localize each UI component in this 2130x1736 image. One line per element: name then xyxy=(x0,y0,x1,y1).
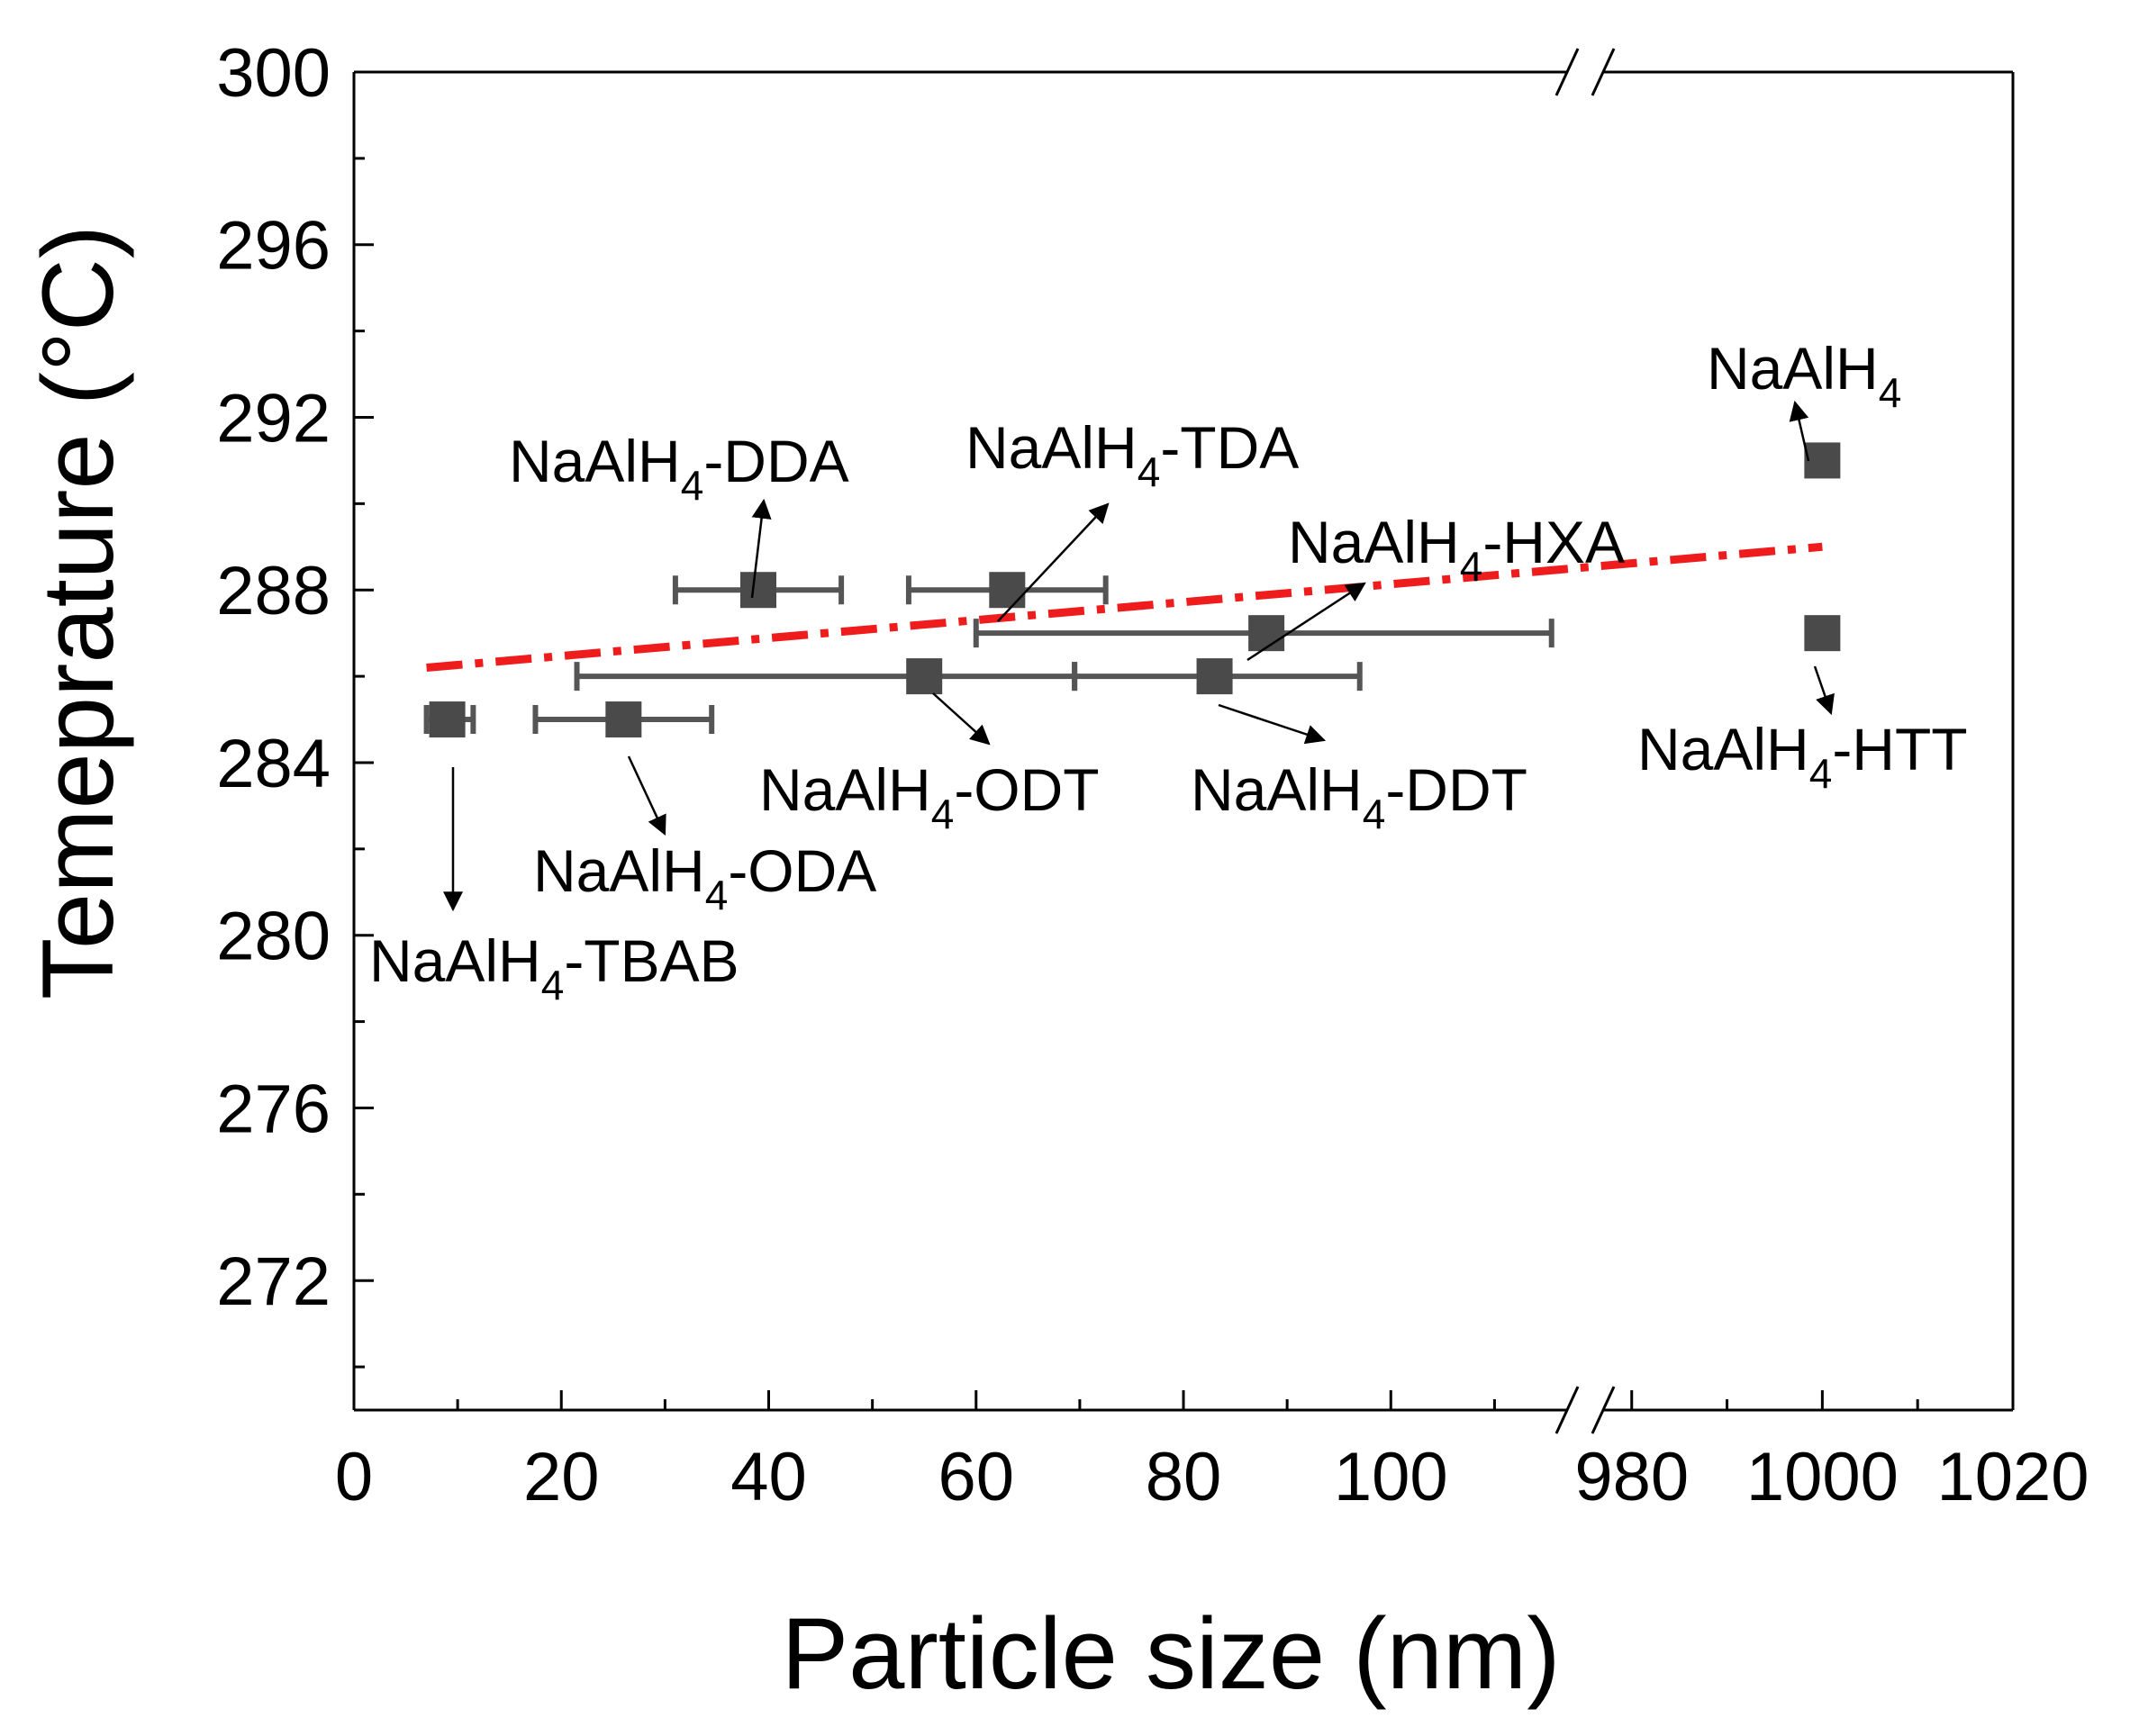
annotation-arrow xyxy=(1246,582,1366,662)
data-point xyxy=(1196,658,1233,695)
x-tick-label: 1020 xyxy=(1936,1439,2089,1515)
x-tick-label: 980 xyxy=(1574,1439,1689,1515)
annotation-arrow xyxy=(997,502,1110,622)
y-tick-label: 284 xyxy=(216,726,331,802)
annotation-label-suffix: -HXA xyxy=(1482,509,1625,575)
annotation-label-subscript: 4 xyxy=(1460,543,1483,590)
x-tick-label: 20 xyxy=(523,1439,600,1515)
annotation-arrow xyxy=(1789,400,1810,462)
annotation-arrow xyxy=(1813,665,1835,716)
annotation-label-main: NaAlH xyxy=(369,927,541,994)
data-point xyxy=(740,572,776,609)
annotation-label-subscript: 4 xyxy=(931,791,955,837)
x-tick-label: 60 xyxy=(938,1439,1014,1515)
y-tick-label: 272 xyxy=(216,1243,331,1320)
annotation-label-subscript: 4 xyxy=(1879,369,1902,416)
annotation-label: NaAlH4-DDT xyxy=(1191,756,1527,837)
annotation-label-main: NaAlH xyxy=(1707,335,1879,402)
annotation-arrow xyxy=(1218,703,1327,745)
annotation-label-suffix: -DDA xyxy=(703,428,848,494)
annotation-label-main: NaAlH xyxy=(759,756,931,823)
y-tick-label: 296 xyxy=(216,208,331,285)
axis-break-mark xyxy=(1591,48,1616,96)
annotation-label-subscript: 4 xyxy=(681,462,704,509)
data-points xyxy=(429,442,1841,738)
y-tick-label: 292 xyxy=(216,380,331,457)
y-tick-label: 276 xyxy=(216,1071,331,1147)
data-point xyxy=(906,658,943,695)
data-point xyxy=(429,701,466,738)
annotation-label: NaAlH4-ODA xyxy=(533,837,876,918)
y-tick-label: 280 xyxy=(216,899,331,975)
annotation-label: NaAlH4-TBAB xyxy=(369,927,739,1008)
y-tick-label: 300 xyxy=(216,35,331,112)
annotation-arrow xyxy=(932,692,991,746)
annotation-label-main: NaAlH xyxy=(1637,716,1809,782)
axis-break-mark xyxy=(1591,1386,1616,1434)
data-point xyxy=(605,701,642,738)
annotation-arrow xyxy=(750,498,772,599)
axis-break-mark xyxy=(1554,48,1580,96)
annotation-arrow xyxy=(627,755,666,836)
x-tick-label: 1000 xyxy=(1746,1439,1899,1515)
x-axis: 0 20 40 60 80 100 980 1000 1020 xyxy=(335,1390,2089,1515)
annotation-label-suffix: -ODA xyxy=(728,837,876,904)
data-point xyxy=(1804,615,1841,652)
annotation-label-suffix: -ODT xyxy=(954,756,1099,823)
x-tick-label: 40 xyxy=(730,1439,807,1515)
annotation-label: NaAlH4-HXA xyxy=(1288,509,1625,590)
y-axis: 272 276 280 284 288 292 296 300 xyxy=(216,35,374,1369)
data-point xyxy=(1804,442,1841,479)
annotation-label: NaAlH4-HTT xyxy=(1637,716,1968,797)
axis-break-mark xyxy=(1554,1386,1580,1434)
annotation-label-suffix: -DDT xyxy=(1385,756,1527,823)
annotation-label-main: NaAlH xyxy=(965,414,1138,481)
plot-frame xyxy=(352,48,2015,1434)
x-axis-title: Particle size (nm) xyxy=(781,1597,1560,1710)
data-point xyxy=(1248,615,1285,652)
annotation-label: NaAlH4-ODT xyxy=(759,756,1100,837)
x-tick-label: 80 xyxy=(1146,1439,1222,1515)
annotation-label-main: NaAlH xyxy=(533,837,705,904)
annotation-label-main: NaAlH xyxy=(509,428,681,494)
annotation-label-suffix: -HTT xyxy=(1832,716,1967,782)
annotation-label: NaAlH4-DDA xyxy=(509,428,849,509)
annotation-label-main: NaAlH xyxy=(1288,509,1460,575)
trend-line xyxy=(426,542,1823,672)
data-point xyxy=(989,572,1026,609)
annotation-label-subscript: 4 xyxy=(1809,750,1833,797)
y-axis-title: Temeprature (°C) xyxy=(22,225,134,999)
annotation-label: NaAlH4 xyxy=(1707,335,1901,416)
trend-line-group xyxy=(426,542,1823,672)
annotation-label-subscript: 4 xyxy=(1138,448,1161,495)
annotation-label: NaAlH4-TDA xyxy=(965,414,1299,495)
annotation-label-subscript: 4 xyxy=(1363,791,1386,837)
annotation-label-main: NaAlH xyxy=(1191,756,1363,823)
annotation-label-suffix: -TDA xyxy=(1160,414,1299,481)
x-tick-label: 100 xyxy=(1334,1439,1448,1515)
y-tick-label: 288 xyxy=(216,553,331,629)
annotation-label-subscript: 4 xyxy=(541,962,565,1008)
annotation-label-subscript: 4 xyxy=(705,872,729,918)
annotation-label-suffix: -TBAB xyxy=(564,927,739,994)
x-tick-label: 0 xyxy=(335,1439,373,1515)
annotations: NaAlH4-TBABNaAlH4-ODANaAlH4-DDANaAlH4-OD… xyxy=(369,335,1968,1008)
